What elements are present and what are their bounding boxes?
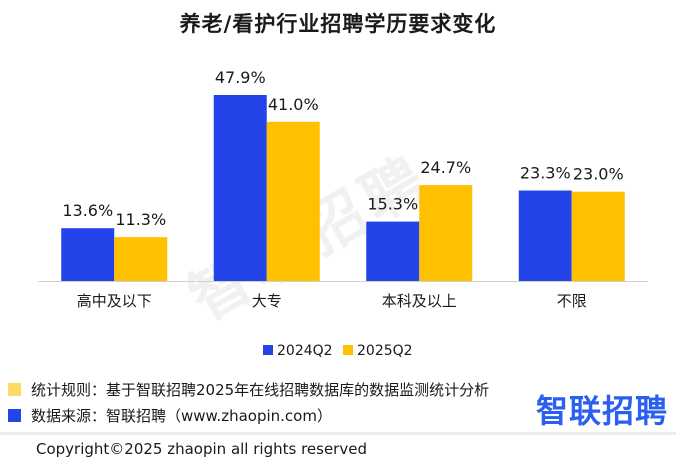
legend-marker-2024Q2	[263, 345, 273, 355]
data-label-2024Q2-1: 47.9%	[215, 68, 266, 87]
copyright-text: Copyright©2025 zhaopin all rights reserv…	[36, 440, 367, 458]
data-label-2024Q2-0: 13.6%	[62, 201, 113, 220]
legend-label-2024Q2: 2024Q2	[277, 343, 333, 359]
data-label-2024Q2-3: 23.3%	[520, 164, 571, 183]
note-rule-text: 统计规则：基于智联招聘2025年在线招聘数据库的数据监测统计分析	[31, 380, 490, 399]
data-label-2025Q2-2: 24.7%	[420, 158, 471, 177]
note-source-marker	[8, 408, 21, 422]
note-source-text: 数据来源：智联招聘（www.zhaopin.com）	[31, 406, 332, 425]
category-label-1: 大专	[252, 292, 282, 310]
category-label-0: 高中及以下	[77, 292, 152, 310]
category-label-2: 本科及以上	[382, 292, 457, 310]
note-rule: 统计规则：基于智联招聘2025年在线招聘数据库的数据监测统计分析	[8, 376, 489, 402]
footer-divider	[0, 432, 676, 435]
bar-2024Q2-3	[518, 190, 572, 281]
data-label-2025Q2-1: 41.0%	[268, 95, 319, 114]
chart-title: 养老/看护行业招聘学历要求变化	[179, 12, 497, 36]
bar-2025Q2-2	[419, 185, 473, 281]
zhaopin-logo: 智联招聘	[536, 392, 669, 430]
bar-2025Q2-1	[266, 121, 320, 281]
data-label-2025Q2-3: 23.0%	[573, 165, 624, 184]
note-rule-marker	[8, 382, 21, 396]
data-label-2024Q2-2: 15.3%	[367, 195, 418, 214]
bar-2024Q2-1	[213, 95, 267, 281]
legend-label-2025Q2: 2025Q2	[357, 343, 413, 359]
bar-2024Q2-2	[366, 221, 420, 281]
legend-marker-2025Q2	[343, 345, 353, 355]
bar-2025Q2-3	[571, 191, 625, 281]
notes: 统计规则：基于智联招聘2025年在线招聘数据库的数据监测统计分析 数据来源：智联…	[8, 376, 489, 428]
bar-chart: 13.6% 11.3% 高中及以下 47.9%41.0% 大专 15.3%24.7% 本科及…	[38, 68, 648, 359]
note-source: 数据来源：智联招聘（www.zhaopin.com）	[8, 402, 489, 428]
data-label-2025Q2-0: 11.3%	[115, 210, 166, 229]
bar-2025Q2-0	[114, 237, 168, 281]
category-label-3: 不限	[557, 292, 587, 310]
bar-2024Q2-0	[61, 228, 115, 281]
